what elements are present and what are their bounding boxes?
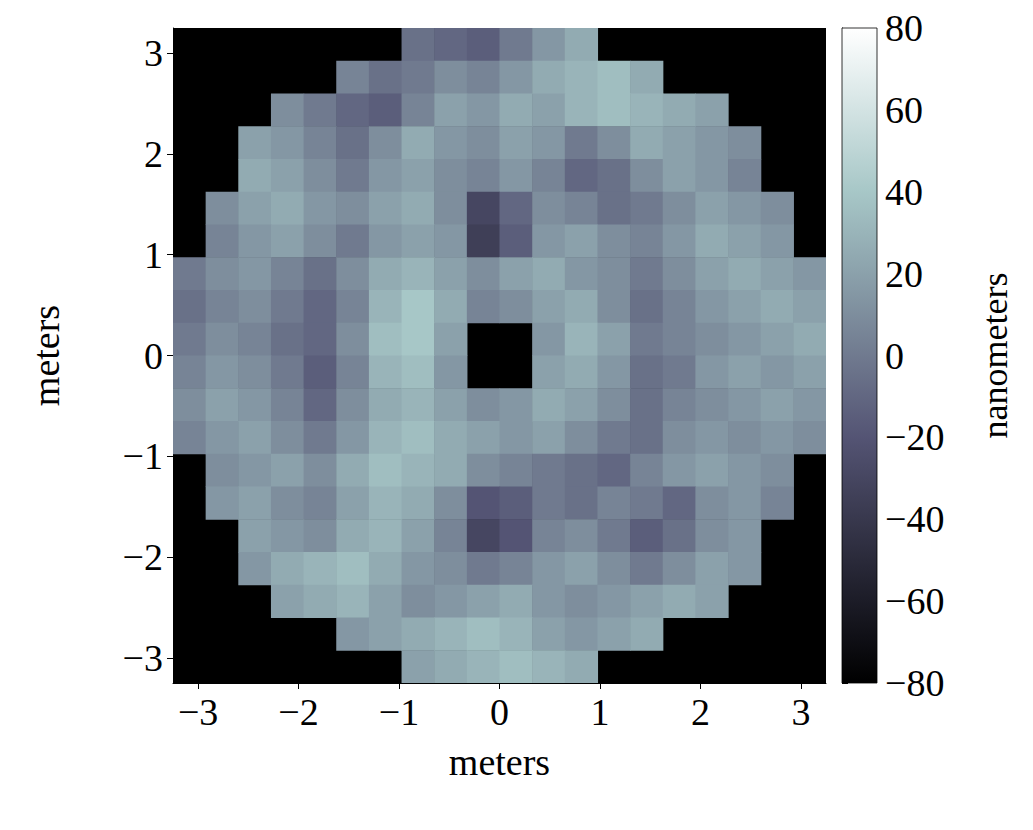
svg-text:−2: −2: [123, 536, 163, 578]
svg-text:40: 40: [885, 171, 923, 213]
svg-text:meters: meters: [25, 305, 67, 406]
svg-text:2: 2: [691, 691, 710, 733]
svg-text:80: 80: [885, 7, 923, 49]
svg-text:−40: −40: [885, 498, 944, 540]
svg-text:1: 1: [144, 234, 163, 276]
svg-text:−3: −3: [123, 637, 163, 679]
svg-text:−80: −80: [885, 662, 944, 704]
svg-text:0: 0: [490, 691, 509, 733]
svg-text:meters: meters: [449, 741, 550, 783]
svg-text:0: 0: [885, 335, 904, 377]
svg-text:0: 0: [144, 335, 163, 377]
svg-text:2: 2: [144, 133, 163, 175]
svg-text:−3: −3: [178, 691, 218, 733]
svg-text:3: 3: [791, 691, 810, 733]
svg-text:−1: −1: [123, 435, 163, 477]
svg-text:60: 60: [885, 89, 923, 131]
svg-text:−20: −20: [885, 416, 944, 458]
svg-text:20: 20: [885, 253, 923, 295]
svg-text:−2: −2: [278, 691, 318, 733]
svg-text:nanometers: nanometers: [975, 273, 1015, 439]
svg-text:1: 1: [590, 691, 609, 733]
svg-text:−60: −60: [885, 580, 944, 622]
svg-text:−1: −1: [379, 691, 419, 733]
svg-text:3: 3: [144, 32, 163, 74]
